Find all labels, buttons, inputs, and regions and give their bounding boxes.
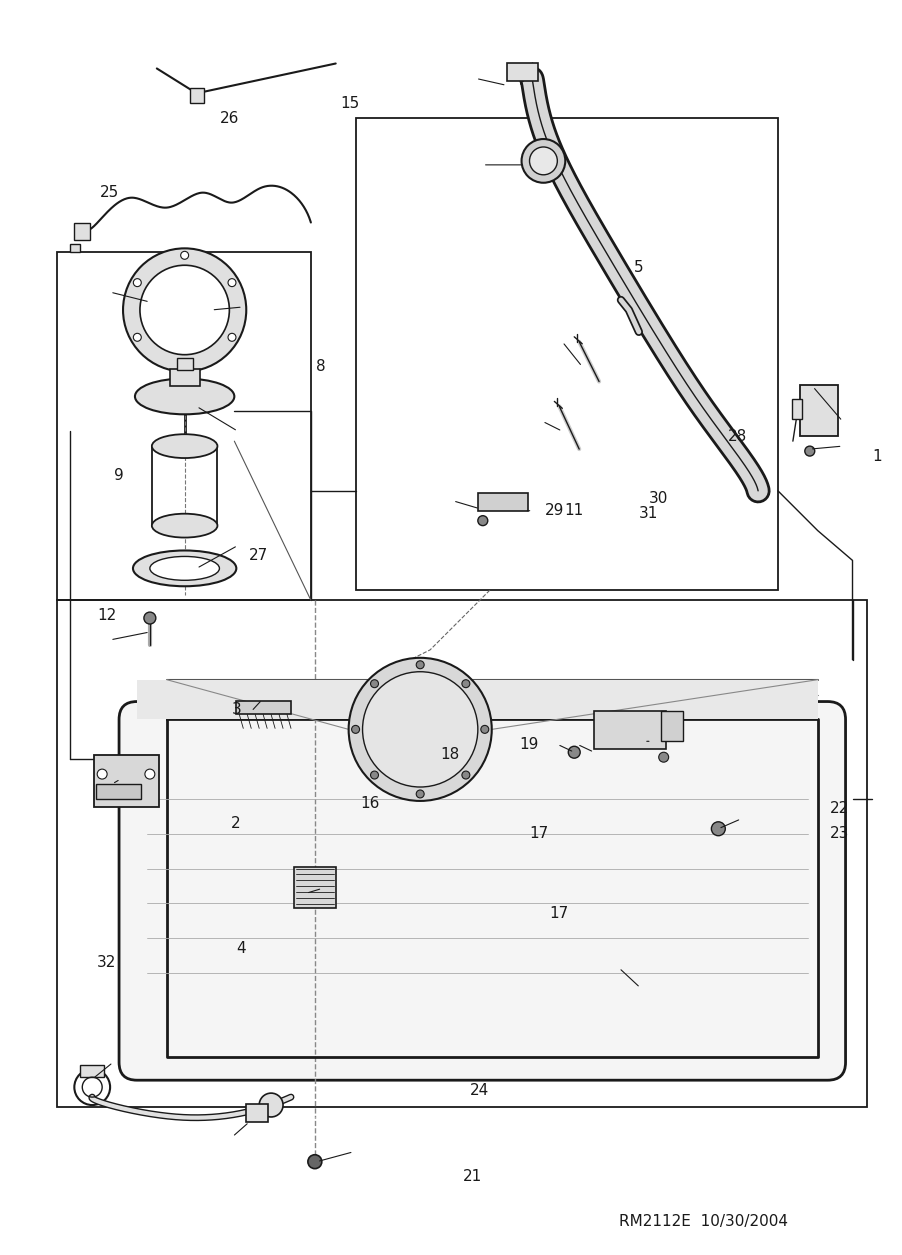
Bar	[660, 712, 683, 742]
Circle shape	[481, 725, 489, 733]
Text: 26: 26	[219, 110, 239, 126]
Bar	[507, 64, 538, 82]
Text: 22: 22	[830, 802, 849, 816]
Circle shape	[363, 671, 478, 787]
Text: 25: 25	[100, 186, 119, 201]
Circle shape	[478, 516, 488, 526]
Ellipse shape	[152, 434, 217, 458]
Text: 17: 17	[529, 826, 548, 841]
Bar	[246, 1104, 268, 1122]
Bar	[189, 88, 204, 103]
Ellipse shape	[150, 556, 219, 580]
Text: 8: 8	[316, 359, 326, 374]
Text: 24: 24	[470, 1083, 489, 1098]
Circle shape	[371, 680, 379, 688]
Bar	[97, 784, 141, 799]
Circle shape	[259, 1093, 283, 1117]
Text: 28: 28	[728, 429, 748, 444]
Circle shape	[712, 822, 725, 836]
Bar	[294, 866, 336, 909]
Text: 17: 17	[549, 906, 568, 921]
Bar	[478, 493, 528, 511]
Ellipse shape	[152, 513, 217, 537]
Bar	[177, 358, 193, 370]
Text: 5: 5	[634, 260, 643, 275]
Text: 2: 2	[231, 816, 241, 831]
Text: 23: 23	[830, 826, 849, 841]
Text: 18: 18	[440, 747, 459, 762]
Circle shape	[416, 661, 424, 669]
Circle shape	[180, 360, 189, 369]
Text: 31: 31	[639, 506, 658, 521]
Bar	[94, 756, 159, 807]
Text: RM2112E  10/30/2004: RM2112E 10/30/2004	[619, 1214, 788, 1229]
Bar	[800, 384, 838, 437]
Bar	[594, 712, 666, 749]
Circle shape	[658, 752, 668, 762]
Circle shape	[123, 248, 246, 371]
Text: 9: 9	[114, 468, 124, 483]
Circle shape	[228, 334, 236, 341]
Bar	[236, 700, 291, 714]
Circle shape	[529, 147, 557, 174]
Bar	[58, 600, 868, 1107]
Polygon shape	[137, 680, 818, 719]
Text: 29: 29	[545, 503, 564, 518]
Bar	[58, 252, 311, 600]
Circle shape	[97, 769, 107, 779]
Text: 3: 3	[231, 702, 241, 717]
Circle shape	[349, 658, 492, 801]
Circle shape	[568, 747, 580, 758]
Bar	[792, 399, 802, 419]
Text: 1: 1	[872, 448, 882, 463]
Text: 19: 19	[520, 737, 539, 752]
Circle shape	[145, 769, 155, 779]
Text: 4: 4	[236, 940, 246, 955]
Bar	[74, 222, 90, 241]
Circle shape	[462, 771, 470, 779]
Circle shape	[228, 279, 236, 286]
Text: 32: 32	[97, 955, 116, 970]
Circle shape	[462, 680, 470, 688]
Text: 27: 27	[249, 548, 269, 563]
Text: 30: 30	[649, 491, 668, 506]
Text: 16: 16	[361, 797, 380, 812]
Circle shape	[140, 265, 229, 355]
Bar	[70, 245, 80, 252]
Circle shape	[371, 771, 379, 779]
Circle shape	[805, 446, 815, 456]
Bar	[80, 1065, 104, 1077]
Text: 11: 11	[565, 503, 584, 518]
Circle shape	[416, 789, 424, 798]
Ellipse shape	[135, 379, 235, 414]
Text: 12: 12	[97, 607, 116, 622]
Text: 21: 21	[463, 1170, 483, 1185]
Circle shape	[144, 612, 156, 624]
Circle shape	[133, 334, 142, 341]
Circle shape	[180, 251, 189, 260]
FancyBboxPatch shape	[119, 702, 845, 1081]
Bar	[170, 369, 199, 387]
Circle shape	[133, 279, 142, 286]
Circle shape	[352, 725, 360, 733]
Bar	[355, 118, 778, 590]
Text: 15: 15	[341, 95, 360, 110]
Circle shape	[308, 1155, 322, 1168]
Circle shape	[521, 139, 566, 183]
Ellipse shape	[133, 551, 236, 586]
